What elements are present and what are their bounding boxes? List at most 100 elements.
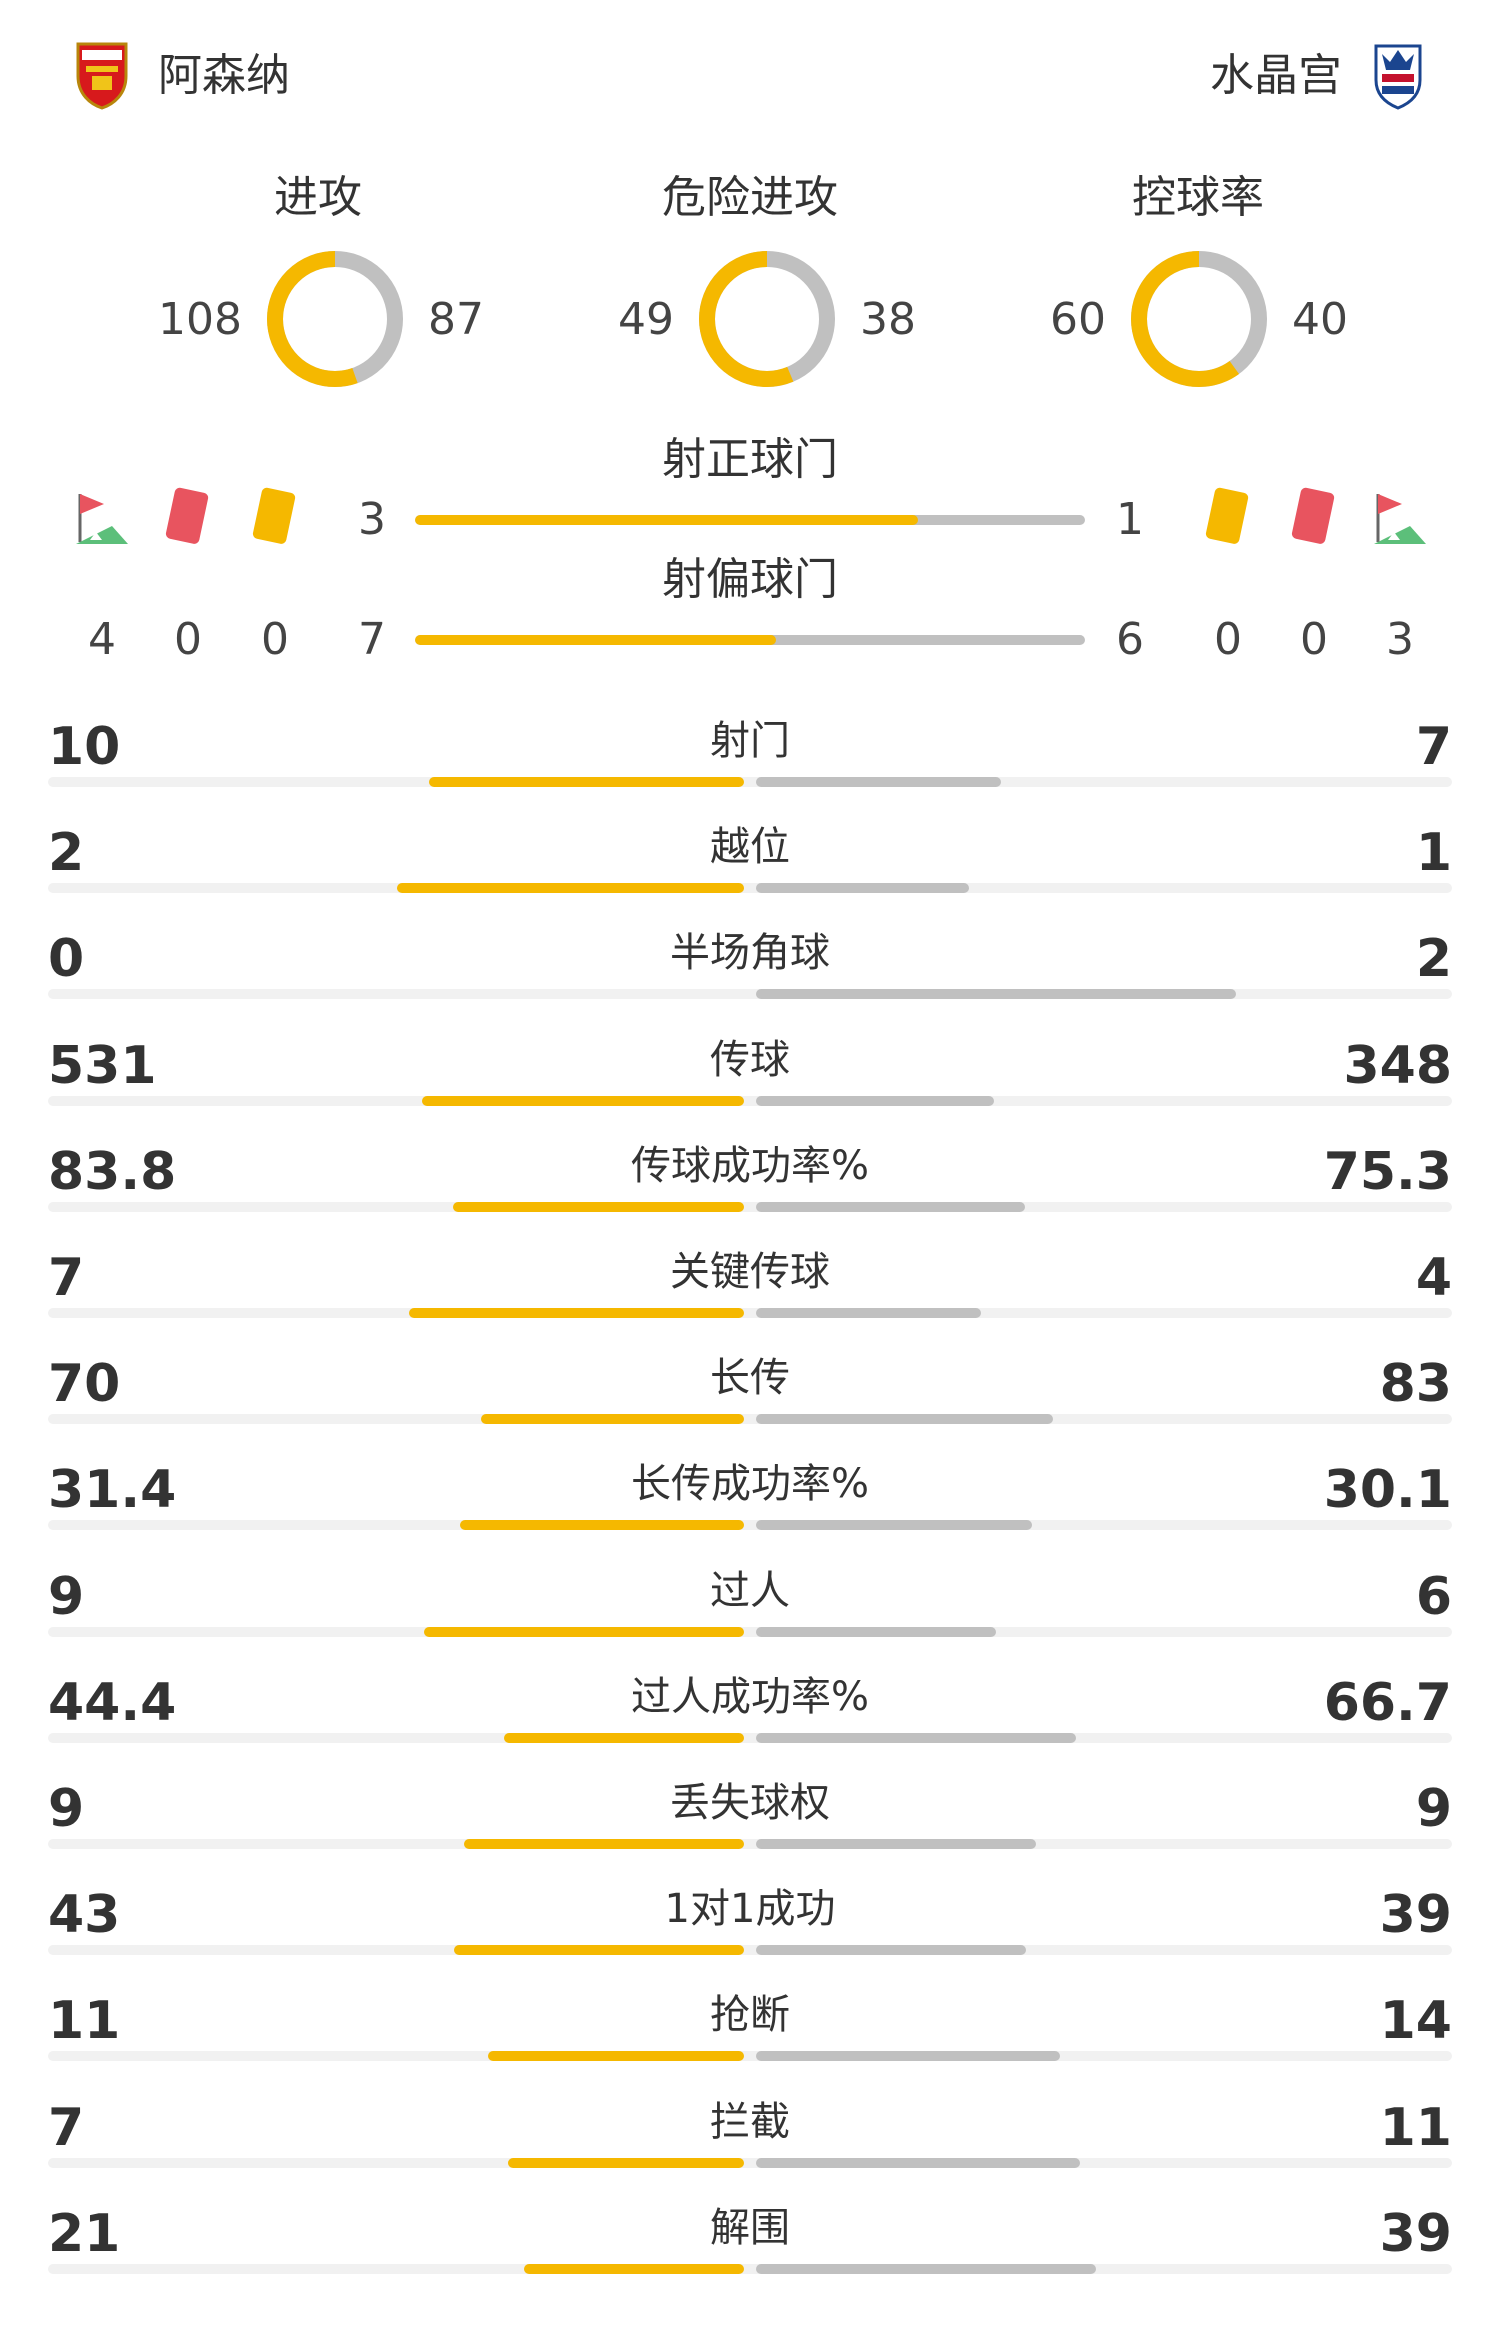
stat-track: [48, 1520, 1452, 1531]
stat-away-value: 83: [1379, 1354, 1452, 1415]
stat-label: 关键传球: [670, 1249, 830, 1295]
stat-away-bar: [756, 2051, 1060, 2062]
stat-track: [48, 1201, 1452, 1212]
metric-home-value: 60: [1050, 294, 1106, 345]
away-red-cards-count: 0: [1300, 614, 1328, 665]
stat-track: [48, 1732, 1452, 1743]
stat-label: 1对1成功: [664, 1886, 836, 1933]
stat-home-value: 83.8: [48, 1141, 177, 1202]
red-card-icon: [1284, 486, 1344, 546]
shots-on-target-label: 射正球门: [662, 434, 838, 485]
stat-track: [48, 2051, 1452, 2062]
stat-away-value: 39: [1379, 2203, 1452, 2264]
red-card-icon: [158, 486, 218, 546]
stat-away-bar: [756, 1414, 1053, 1425]
stat-row: 43 1对1成功 39: [0, 1873, 1500, 1979]
stat-track: [48, 883, 1452, 894]
stat-home-bar: [424, 1626, 744, 1637]
stat-home-bar: [409, 1308, 744, 1318]
stat-track: [48, 777, 1452, 787]
stat-away-bar: [756, 1201, 1025, 1212]
stat-label: 过人成功率%: [630, 1673, 869, 1720]
away-yellow-cards-count: 0: [1214, 614, 1242, 665]
stat-away-bar: [756, 1308, 981, 1318]
stat-label: 传球: [710, 1036, 790, 1083]
stat-track: [48, 2157, 1452, 2168]
stat-track: [48, 1095, 1452, 1106]
stat-home-value: 9: [48, 1566, 85, 1627]
stat-away-value: 6: [1415, 1566, 1452, 1627]
stat-home-bar: [453, 1201, 744, 1212]
home-red-cards-count: 0: [174, 614, 202, 665]
stat-home-bar: [488, 2051, 744, 2062]
stat-track: [48, 2263, 1452, 2274]
shots-off-target-away: 6: [1116, 614, 1144, 665]
stat-track: [48, 989, 1452, 1000]
stat-away-bar: [756, 883, 969, 894]
stat-track: [48, 1308, 1452, 1318]
stat-away-value: 348: [1343, 1035, 1452, 1096]
stat-away-bar: [756, 1945, 1026, 1956]
stat-home-bar: [508, 2157, 744, 2168]
stat-away-value: 30.1: [1323, 1460, 1452, 1521]
stat-home-value: 9: [48, 1779, 85, 1839]
metric-home-value: 108: [158, 294, 242, 345]
corner-flag-icon: [72, 490, 132, 550]
stat-home-value: 531: [48, 1035, 157, 1096]
away-team-name: 水晶宫: [1210, 50, 1342, 101]
home-team-name: 阿森纳: [158, 50, 290, 101]
stat-home-bar: [429, 777, 744, 787]
stat-label: 解围: [710, 2204, 790, 2251]
stat-away-value: 2: [1415, 929, 1452, 990]
stat-home-value: 11: [48, 1991, 121, 2052]
away-corners-count: 3: [1386, 614, 1414, 665]
stat-label: 半场角球: [670, 930, 830, 977]
stat-away-value: 1: [1415, 823, 1452, 884]
arsenal-crest-icon: [72, 40, 132, 110]
stat-track: [48, 1414, 1452, 1425]
stat-row: 21 解围 39: [0, 2192, 1500, 2298]
stat-away-bar: [756, 2157, 1080, 2168]
stat-home-value: 7: [48, 2097, 85, 2158]
stat-label: 拦截: [710, 2098, 790, 2145]
stat-away-value: 75.3: [1323, 1141, 1452, 1202]
stat-home-value: 70: [48, 1354, 121, 1415]
metric-away-value: 38: [860, 294, 916, 345]
stat-row: 0 半场角球 2: [0, 917, 1500, 1023]
stat-label: 射门: [710, 718, 790, 764]
stat-home-value: 2: [48, 823, 85, 884]
stat-away-bar: [756, 2263, 1096, 2274]
shots-on-target-bar: [415, 515, 1085, 525]
stat-home-bar: [422, 1095, 744, 1106]
yellow-card-icon: [245, 486, 305, 546]
stat-home-value: 10: [48, 717, 121, 777]
stat-home-value: 21: [48, 2203, 121, 2264]
stat-home-bar: [524, 2263, 744, 2274]
metric-home-value: 49: [618, 294, 674, 345]
stat-away-value: 66.7: [1323, 1672, 1452, 1733]
stat-row: 70 长传 83: [0, 1342, 1500, 1448]
stat-label: 丢失球权: [670, 1780, 830, 1826]
stat-track: [48, 1626, 1452, 1637]
stat-away-bar: [756, 1626, 996, 1637]
stat-row: 83.8 传球成功率% 75.3: [0, 1130, 1500, 1236]
stat-label: 越位: [710, 824, 790, 871]
metric-away-value: 87: [428, 294, 484, 345]
crystal-palace-crest-icon: [1368, 40, 1428, 110]
shots-on-target-home: 3: [358, 494, 386, 545]
stat-row: 11 抢断 14: [0, 1979, 1500, 2085]
metric-title-dangerous-attack: 危险进攻: [662, 172, 838, 223]
stat-home-bar: [397, 883, 744, 894]
stat-label: 长传: [710, 1355, 790, 1402]
stat-away-value: 11: [1379, 2097, 1452, 2158]
home-corners-count: 4: [88, 614, 116, 665]
metric-title-attack: 进攻: [274, 172, 362, 223]
metric-title-possession: 控球率: [1132, 172, 1264, 223]
stat-row: 31.4 长传成功率% 30.1: [0, 1448, 1500, 1554]
corner-flag-icon: [1370, 490, 1430, 550]
stat-label: 过人: [710, 1567, 790, 1614]
stat-row: 44.4 过人成功率% 66.7: [0, 1661, 1500, 1767]
stat-row: 2 越位 1: [0, 811, 1500, 917]
stat-row: 531 传球 348: [0, 1024, 1500, 1130]
stat-home-bar: [460, 1520, 744, 1531]
